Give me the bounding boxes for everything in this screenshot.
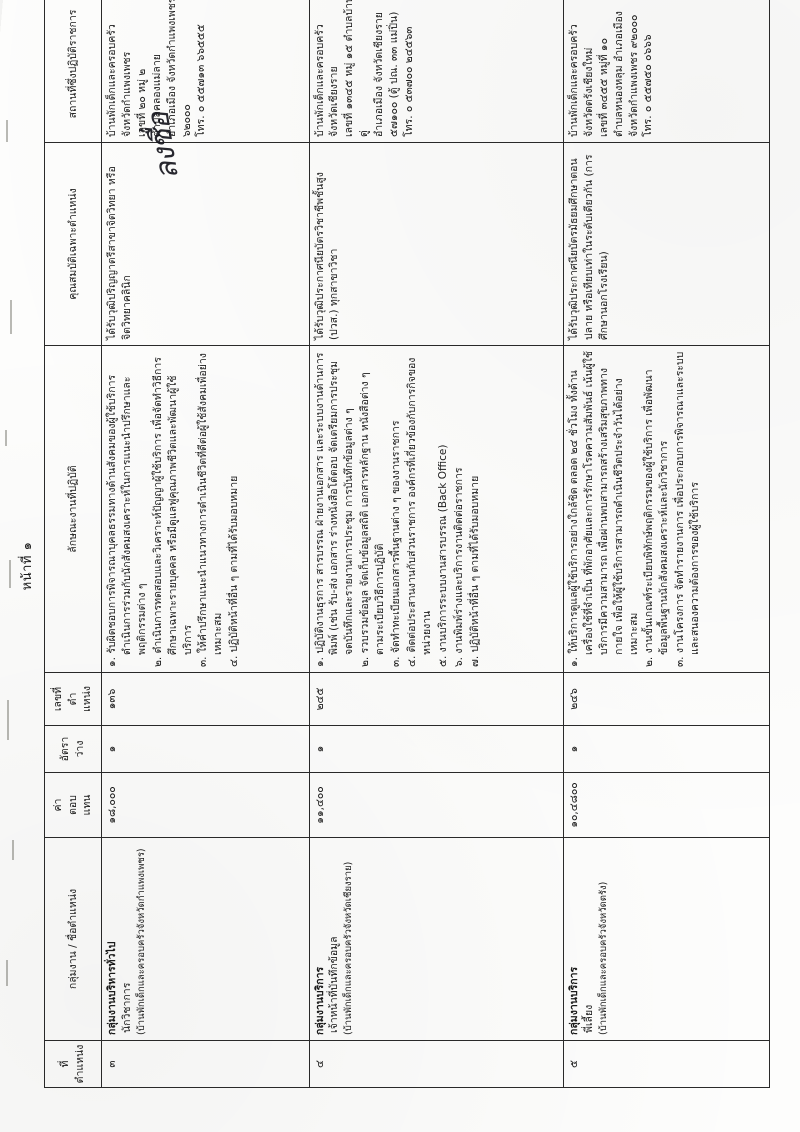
duty-item: ๖. งานพิมพ์ร่างและบริการงานติดต่อราชการ — [452, 467, 465, 667]
cell-duty: ๑. ปฏิบัติงานธุรการ สารบรรณ ฝ่ายงานเอกสา… — [309, 345, 564, 673]
location-line: บ้านพักเด็กและครอบครัว — [313, 24, 326, 137]
cell-qualification: ได้รับวุฒิประกาศนียบัตรวิชาชีพชั้นสูง (ป… — [309, 142, 564, 346]
page-header: หน้าที่ ๑ — [20, 541, 35, 591]
location-line: โทร. ๐ ๕๕๗๕๐ ๐๖๖๖ — [642, 34, 655, 137]
table-header-row: ที่ ตำแหน่ง กลุ่มงาน / ชื่อตำแหน่ง ค่า ต… — [44, 0, 102, 1088]
duty-item: ๑. ให้บริการดูแลผู้ใช้บริการอย่างใกล้ชิด… — [567, 350, 640, 667]
cell-salary: ๑๑,๔๐๐ — [309, 772, 564, 838]
position-name: พี่เลี้ยง — [582, 1004, 595, 1033]
table-header: ที่ ตำแหน่ง กลุ่มงาน / ชื่อตำแหน่ง ค่า ต… — [44, 0, 102, 1088]
column-header-posid-line2: ตำ — [66, 692, 79, 706]
position-office: (บ้านพักเด็กและครอบครัวจังหวัดกำแพงเพชร) — [135, 848, 147, 1035]
column-header-position-id: เลขที่ ตำ แหน่ง — [44, 672, 102, 726]
duty-item: ๒. งานขั้นเกณฑ์ระเบียบพิทักษ์พฤติกรรมของ… — [643, 369, 671, 667]
location-line: จังหวัดตรังเชียงใหม่ — [582, 47, 595, 137]
column-header-count-line2: ว่าง — [74, 740, 86, 758]
location-line: ตำบลหนองหลุม อำเภอเมือง — [612, 11, 625, 137]
cell-no: ๓ — [101, 1040, 309, 1088]
duty-list: ๑. ปฏิบัติงานธุรการ สารบรรณ ฝ่ายงานเอกสา… — [313, 351, 483, 667]
location-line: บ้านพักเด็กและครอบครัว — [567, 24, 580, 137]
location-line: จังหวัดกำแพงเพชร ๙๒๐๐๐ — [627, 14, 640, 137]
position-office: (บ้านพักเด็กและครอบครัวจังหวัดเชียงราย) — [343, 861, 355, 1035]
column-header-no-line2: ตำแหน่ง — [74, 1044, 86, 1084]
duty-item: ๑. ปฏิบัติงานธุรการ สารบรรณ ฝ่ายงานเอกสา… — [313, 352, 356, 667]
cell-qualification: ได้รับวุฒิปริญญาตรีสาขาจิตวิทยา หรือ จิต… — [101, 142, 309, 346]
group-title: กลุ่มงานบริการ — [567, 966, 580, 1035]
cell-location: บ้านพักเด็กและครอบครัว จังหวัดตรังเชียงใ… — [563, 0, 770, 143]
duty-item: ๔. ติดต่อประสานงานกับส่วนราชการ องค์กรที… — [405, 357, 433, 667]
position-office: (บ้านพักเด็กและครอบครัวจังหวัดตรัง) — [597, 881, 609, 1035]
column-header-no: ที่ ตำแหน่ง — [44, 1040, 102, 1088]
column-header-count-line1: อัตรา — [59, 736, 72, 762]
column-header-duty: ลักษณะงานที่ปฏิบัติ — [44, 345, 102, 673]
duty-list: ๑. รับผิดชอบการพิจารณาบุคลธรรมทางด้านสัง… — [105, 351, 242, 667]
cell-count: ๑ — [309, 725, 564, 773]
column-header-posid-line3: แหน่ง — [81, 686, 94, 712]
column-header-salary-line2: ตอบ — [66, 795, 79, 815]
scan-speckle — [6, 120, 8, 142]
duty-item: ๔. ปฏิบัติหน้าที่อื่น ๆ ตามที่ได้รับมอบห… — [228, 475, 241, 667]
duty-item: ๕. งานบริการระบบงานสารบรรณ (Back Office) — [436, 444, 449, 667]
scan-speckle — [5, 430, 7, 446]
location-line: บ้านพักเด็กและครอบครัว — [106, 24, 118, 137]
cell-position-id: ๑๓๖ — [101, 672, 309, 726]
scan-speckle — [6, 960, 8, 986]
cell-duty: ๑. ให้บริการดูแลผู้ใช้บริการอย่างใกล้ชิด… — [563, 345, 770, 673]
duty-item: ๓. จัดทำทะเบียนเอกสารพื้นฐานต่าง ๆ ของงา… — [390, 420, 403, 667]
location-line: โทร. ๐ ๕๕๗๑๓ ๖๖๕๕๕ — [195, 24, 208, 137]
cell-salary: ๑๐,๔๘๐๐ — [563, 772, 770, 838]
column-header-no-line1: ที่ — [59, 1060, 72, 1068]
location-line: จังหวัดกำแพงเพชร — [120, 51, 133, 137]
cell-count: ๑ — [101, 725, 309, 773]
table-row: ๕ กลุ่มงานบริการ พี่เลี้ยง (บ้านพักเด็กแ… — [563, 0, 770, 1088]
scan-speckle — [9, 560, 11, 588]
column-header-salary-line3: แทน — [81, 794, 94, 816]
cell-salary: ๑๘,๐๐๐ — [101, 772, 309, 838]
cell-no: ๔ — [309, 1040, 564, 1088]
duty-item: ๓. ให้คำปรึกษาแนะนำแนวทางการดำเนินชีวิตท… — [197, 353, 225, 667]
location-line: โทร. ๐ ๕๓๗๐๐ ๒๔๕๖๓ — [402, 26, 415, 137]
cell-position-id: ๒๔๕ — [309, 672, 564, 726]
cell-group: กลุ่มงานบริการ เจ้าหน้าที่บันทึกข้อมูล (… — [309, 837, 564, 1041]
group-title: กลุ่มงานบริหารทั่วไป — [106, 941, 118, 1035]
location-line: เลขที่ ๓๔๕๕ หมู่ที่ ๑๐ — [597, 38, 610, 137]
scan-speckle — [10, 300, 12, 334]
location-line: จังหวัดเชียงราย — [328, 66, 341, 137]
column-header-posid-line1: เลขที่ — [51, 686, 64, 712]
cell-group: กลุ่มงานบริการ พี่เลี้ยง (บ้านพักเด็กและ… — [563, 837, 770, 1041]
column-header-salary: ค่า ตอบ แทน — [44, 772, 102, 838]
location-line: ๕๗๑๐๐ (ตู้ ปณ. ๓๓ แม่ปิ่น) — [388, 11, 401, 137]
cell-location: บ้านพักเด็กและครอบครัว จังหวัดกำแพงเพชร … — [101, 0, 309, 143]
position-name: เจ้าหน้าที่บันทึกข้อมูล — [328, 936, 341, 1033]
column-header-location: สถานที่ซึ่งปฏิบัติราชการ — [44, 0, 102, 143]
group-title: กลุ่มงานบริการ — [313, 966, 326, 1035]
duty-item: ๗. ปฏิบัติหน้าที่อื่น ๆ ตามที่ได้รับมอบห… — [468, 475, 481, 667]
column-header-salary-line1: ค่า — [51, 798, 64, 812]
cell-qualification: ได้รับวุฒิประกาศนียบัตรมัธยมศึกษาตอนปลาย… — [563, 142, 770, 346]
cell-group: กลุ่มงานบริหารทั่วไป นักวิชาการ (บ้านพัก… — [101, 837, 309, 1041]
cell-count: ๑ — [563, 725, 770, 773]
scan-speckle — [12, 840, 14, 860]
column-header-group: กลุ่มงาน / ชื่อตำแหน่ง — [44, 837, 102, 1041]
duty-list: ๑. ให้บริการดูแลผู้ใช้บริการอย่างใกล้ชิด… — [567, 351, 703, 667]
table-row: ๓ กลุ่มงานบริหารทั่วไป นักวิชาการ (บ้านพ… — [101, 0, 309, 1088]
cell-no: ๕ — [563, 1040, 770, 1088]
scan-speckle — [7, 700, 9, 740]
table-body: ๓ กลุ่มงานบริหารทั่วไป นักวิชาการ (บ้านพ… — [101, 0, 770, 1088]
duty-item: ๒. รวบรวมข้อมูล จัดเก็บข้อมูลสถิติ เอกสา… — [359, 372, 387, 667]
location-line: อำเภอเมือง จังหวัดเชียงราย — [373, 12, 386, 137]
column-header-count: อัตรา ว่าง — [44, 725, 102, 773]
duty-item: ๒. ดำเนินการทดสอบและวิเคราะห์ปัญญาผู้ใช้… — [151, 357, 194, 667]
position-name: นักวิชาการ — [120, 982, 133, 1033]
column-header-qualification: คุณสมบัติเฉพาะตำแหน่ง — [44, 142, 102, 346]
duty-item: ๑. รับผิดชอบการพิจารณาบุคลธรรมทางด้านสัง… — [106, 374, 148, 667]
cell-position-id: ๒๔๖ — [563, 672, 770, 726]
duty-item: ๓. งานโครงการ จัดทำรายงานการ เพื่อประกอบ… — [674, 351, 702, 667]
location-line: เลขที่ ๑๓๔๕ หมู่ ๑๕ ตำบลบ้านดู่ — [343, 0, 371, 137]
cell-duty: ๑. รับผิดชอบการพิจารณาบุคลธรรมทางด้านสัง… — [101, 345, 309, 673]
table-row: ๔ กลุ่มงานบริการ เจ้าหน้าที่บันทึกข้อมูล… — [309, 0, 564, 1088]
cell-location: บ้านพักเด็กและครอบครัว จังหวัดเชียงราย เ… — [309, 0, 564, 143]
